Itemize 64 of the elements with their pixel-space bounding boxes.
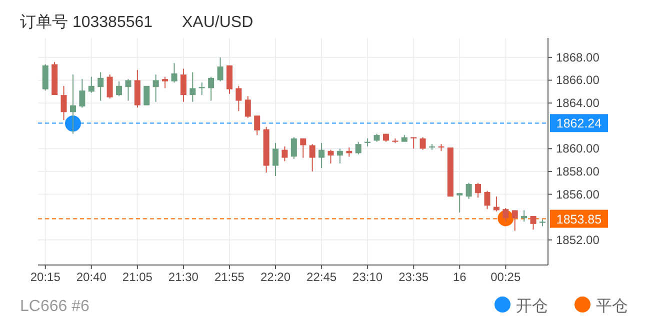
candlestick [355,141,362,155]
candlestick [70,74,76,134]
candlestick [420,136,426,150]
candlestick [300,138,306,158]
candlestick [152,74,159,102]
candlestick [162,76,168,89]
candlestick [208,76,214,102]
y-tick-label: 1866.00 [556,73,600,88]
candlestick [466,182,472,200]
x-tick-label: 20:40 [76,270,107,284]
candlestick [290,136,297,160]
candlestick [475,182,482,198]
text: LC666 #6 [20,298,90,315]
candlestick [88,76,94,94]
candlestick [410,136,417,150]
candlestick [456,192,463,214]
x-tick-label: 20:15 [30,270,61,284]
x-tick-label: 00:25 [490,270,521,284]
candlestick [244,96,251,118]
candlestick [254,115,260,136]
candlestick [171,62,178,83]
candlestick [309,144,316,172]
x-tick-label: 22:20 [260,270,291,284]
ref-line-label: 1853.85 [556,212,602,226]
chart-title: 订单号 103385561 [20,13,153,31]
y-tick-label: 1860.00 [556,142,600,156]
x-tick-label: 23:35 [398,270,429,284]
candlestick [272,142,279,177]
candlestick [79,78,86,108]
candlestick [217,56,224,82]
candlestick [328,149,334,164]
candlestick [98,72,104,102]
x-tick-label: 21:05 [122,270,153,284]
candlestick [336,148,343,164]
candlestick [42,64,48,91]
y-tick-label: 1856.00 [556,187,600,202]
y-tick-label: 1858.00 [556,164,600,178]
candlestick [282,146,288,162]
candlestick [106,74,113,99]
candlestick [236,85,242,112]
x-tick-label: 21:30 [168,270,199,284]
candlestick [318,142,325,169]
candlestick [226,64,232,94]
x-tick-label: 21:55 [214,270,245,284]
candlestick [190,72,196,102]
legend-label: 平仓 [596,298,628,315]
candlestick [502,207,509,222]
y-tick-label: 1852.00 [556,232,600,247]
candlestick [144,85,150,106]
x-tick-label: 22:45 [306,270,337,284]
candlestick [125,78,132,102]
candlestick [180,68,186,102]
y-tick-label: 1864.00 [556,96,600,110]
x-tick-label: 23:10 [352,270,383,284]
candlestick [530,215,536,230]
y-tick-label: 1868.00 [556,50,600,64]
candlestick [116,80,122,97]
candlestick [484,190,490,210]
x-tick-label: 16 [452,270,467,284]
legend-label: 开仓 [516,298,548,315]
candlestick [60,85,67,121]
ref-line-label: 1862.24 [556,116,602,131]
candlestick [512,210,518,232]
chart-subtitle: XAU/USD [182,14,254,31]
